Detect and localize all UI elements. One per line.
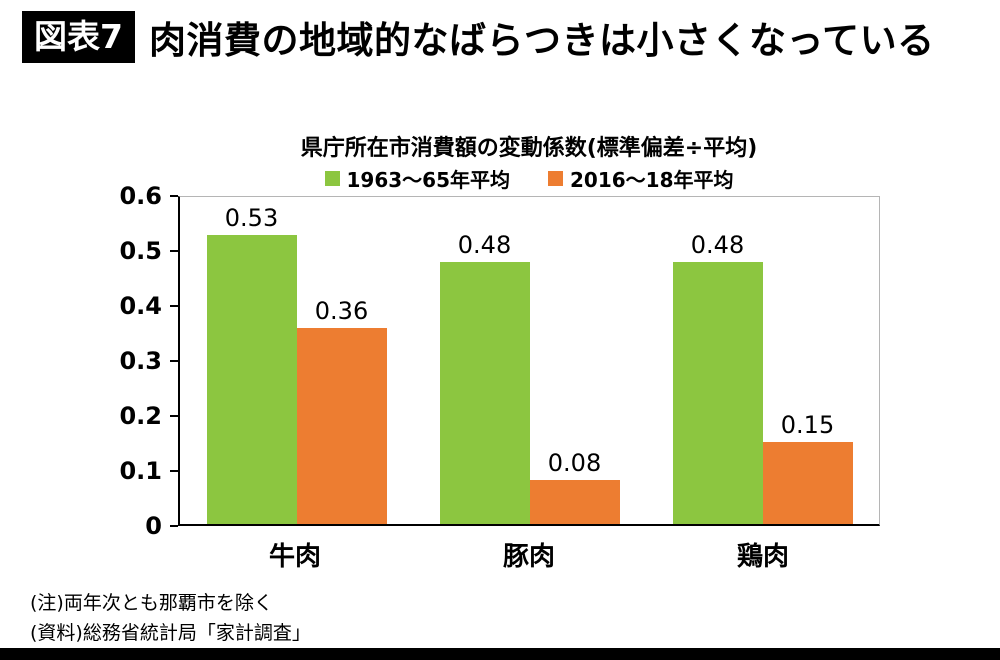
bar-wrap: 0.36 <box>296 197 387 524</box>
bar <box>529 480 620 524</box>
y-axis-tick-label: 0.6 <box>119 182 162 210</box>
bar-group: 0.48 0.15 <box>646 197 879 524</box>
plot-area: 0.53 0.36 0.48 0.08 0.48 0.15 <box>178 196 880 526</box>
bar-value-label: 0.53 <box>224 204 279 233</box>
bar-wrap: 0.53 <box>206 197 297 524</box>
x-axis-category-label: 豚肉 <box>502 542 555 572</box>
y-axis-tick-mark <box>170 250 178 252</box>
y-axis-tick-label: 0 <box>145 512 162 540</box>
x-axis-category-label: 牛肉 <box>268 542 321 572</box>
y-axis-tick-mark <box>170 415 178 417</box>
chart-legend: 1963〜65年平均 2016〜18年平均 <box>178 164 880 193</box>
bar <box>672 262 763 524</box>
bar-value-label: 0.08 <box>547 449 602 478</box>
x-axis-labels: 牛肉 豚肉 鶏肉 <box>178 536 880 573</box>
y-axis-tick-label: 0.4 <box>119 292 162 320</box>
bar-wrap: 0.48 <box>439 197 530 524</box>
y-axis-tick-label: 0.3 <box>119 347 162 375</box>
bar <box>296 327 387 524</box>
bar-wrap: 0.48 <box>672 197 763 524</box>
legend-swatch-icon <box>548 171 563 186</box>
source-line: (資料)総務省統計局「家計調査」 <box>30 622 311 645</box>
legend-item: 1963〜65年平均 <box>324 164 511 193</box>
y-axis-tick-label: 0.2 <box>119 402 162 430</box>
figure-number-badge: 図表7 <box>22 10 135 64</box>
y-axis-tick-mark <box>170 195 178 197</box>
bar-group: 0.48 0.08 <box>413 197 646 524</box>
y-axis: 0 0.1 0.2 0.3 0.4 0.5 0.6 <box>100 184 178 538</box>
note-line: (注)両年次とも那覇市を除く <box>30 592 273 614</box>
footer-bar <box>0 648 1000 660</box>
y-axis-tick-label: 0.1 <box>119 457 162 485</box>
bar-group: 0.53 0.36 <box>180 197 413 524</box>
bar <box>206 235 297 524</box>
y-axis-tick-mark <box>170 305 178 307</box>
bar-value-label: 0.48 <box>457 231 512 260</box>
y-axis-tick-label: 0.5 <box>119 237 162 265</box>
bar-wrap: 0.08 <box>529 197 620 524</box>
x-axis-category-label: 鶏肉 <box>736 542 789 572</box>
bar-value-label: 0.36 <box>314 296 369 325</box>
header: 図表7 肉消費の地域的なばらつきは小さくなっている <box>22 10 990 64</box>
legend-label: 1963〜65年平均 <box>346 168 511 192</box>
page-title: 肉消費の地域的なばらつきは小さくなっている <box>148 19 935 62</box>
chart-notes: (注)両年次とも那覇市を除く (資料)総務省統計局「家計調査」 <box>30 588 311 649</box>
y-axis-tick-mark <box>170 360 178 362</box>
chart-title: 県庁所在市消費額の変動係数(標準偏差÷平均) <box>300 136 758 161</box>
legend-swatch-icon <box>324 171 340 186</box>
legend-item: 2016〜18年平均 <box>548 164 734 193</box>
bar-wrap: 0.15 <box>762 197 853 524</box>
y-axis-tick-mark <box>170 525 178 527</box>
legend-label: 2016〜18年平均 <box>570 168 734 192</box>
bar <box>439 262 530 524</box>
y-axis-tick-mark <box>170 470 178 472</box>
bar-value-label: 0.15 <box>780 411 835 440</box>
bar <box>762 442 853 524</box>
bar-value-label: 0.48 <box>690 231 745 260</box>
